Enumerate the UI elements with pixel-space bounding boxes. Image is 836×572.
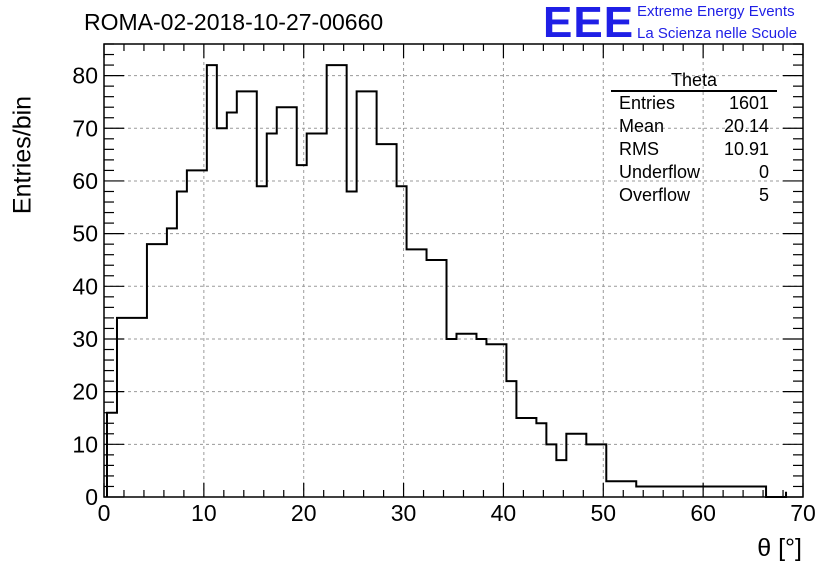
stats-value: 0: [758, 162, 769, 182]
stats-box: Theta Entries 1601 Mean 20.14 RMS 10.91 Und…: [611, 70, 777, 207]
stats-value: 5: [758, 185, 769, 205]
y-axis-label: Entries/bin: [6, 96, 40, 214]
x-axis-label: θ [°]: [757, 534, 802, 562]
stats-label: Underflow: [619, 162, 701, 182]
stats-value: 10.91: [723, 139, 769, 159]
stats-value: 20.14: [723, 116, 769, 136]
stats-row-mean: Mean 20.14: [611, 115, 777, 138]
eee-logo: EEE: [543, 0, 635, 47]
x-tick-label: 0: [98, 500, 111, 526]
stats-label: Overflow: [619, 185, 691, 205]
y-tick-label: 60: [72, 168, 98, 194]
stats-row-underflow: Underflow 0: [611, 161, 777, 184]
y-tick-label: 10: [72, 431, 98, 457]
y-tick-label: 40: [72, 273, 98, 299]
x-tick-label: 30: [391, 500, 417, 526]
y-tick-label: 80: [72, 63, 98, 89]
y-tick-label: 50: [72, 221, 98, 247]
stats-title: Theta: [611, 70, 777, 92]
y-tick-label: 70: [72, 115, 98, 141]
x-tick-label: 10: [191, 500, 217, 526]
plot-frame: [103, 43, 804, 498]
y-tick-label: 30: [72, 326, 98, 352]
logo-subtitle-line2: La Scienza nelle Scuole: [637, 25, 798, 42]
histogram-line: [105, 64, 788, 498]
stats-row-entries: Entries 1601: [611, 92, 777, 115]
logo-subtitle-line1: Extreme Energy Events: [637, 3, 795, 20]
x-tick-label: 40: [491, 500, 517, 526]
stats-value: 1601: [728, 93, 769, 113]
x-tick-label: 70: [790, 500, 816, 526]
x-tick-label: 20: [291, 500, 317, 526]
stats-row-rms: RMS 10.91: [611, 138, 777, 161]
x-tick-label: 50: [590, 500, 616, 526]
chart-title: ROMA-02-2018-10-27-00660: [84, 9, 384, 35]
stats-label: Mean: [619, 116, 665, 136]
y-tick-label: 0: [85, 484, 98, 510]
y-tick-label: 20: [72, 379, 98, 405]
y-axis-label-text: Entries/bin: [8, 95, 37, 215]
stats-row-overflow: Overflow 5: [611, 184, 777, 207]
stats-label: RMS: [619, 139, 659, 159]
stats-label: Entries: [619, 93, 676, 113]
x-tick-label: 60: [690, 500, 716, 526]
